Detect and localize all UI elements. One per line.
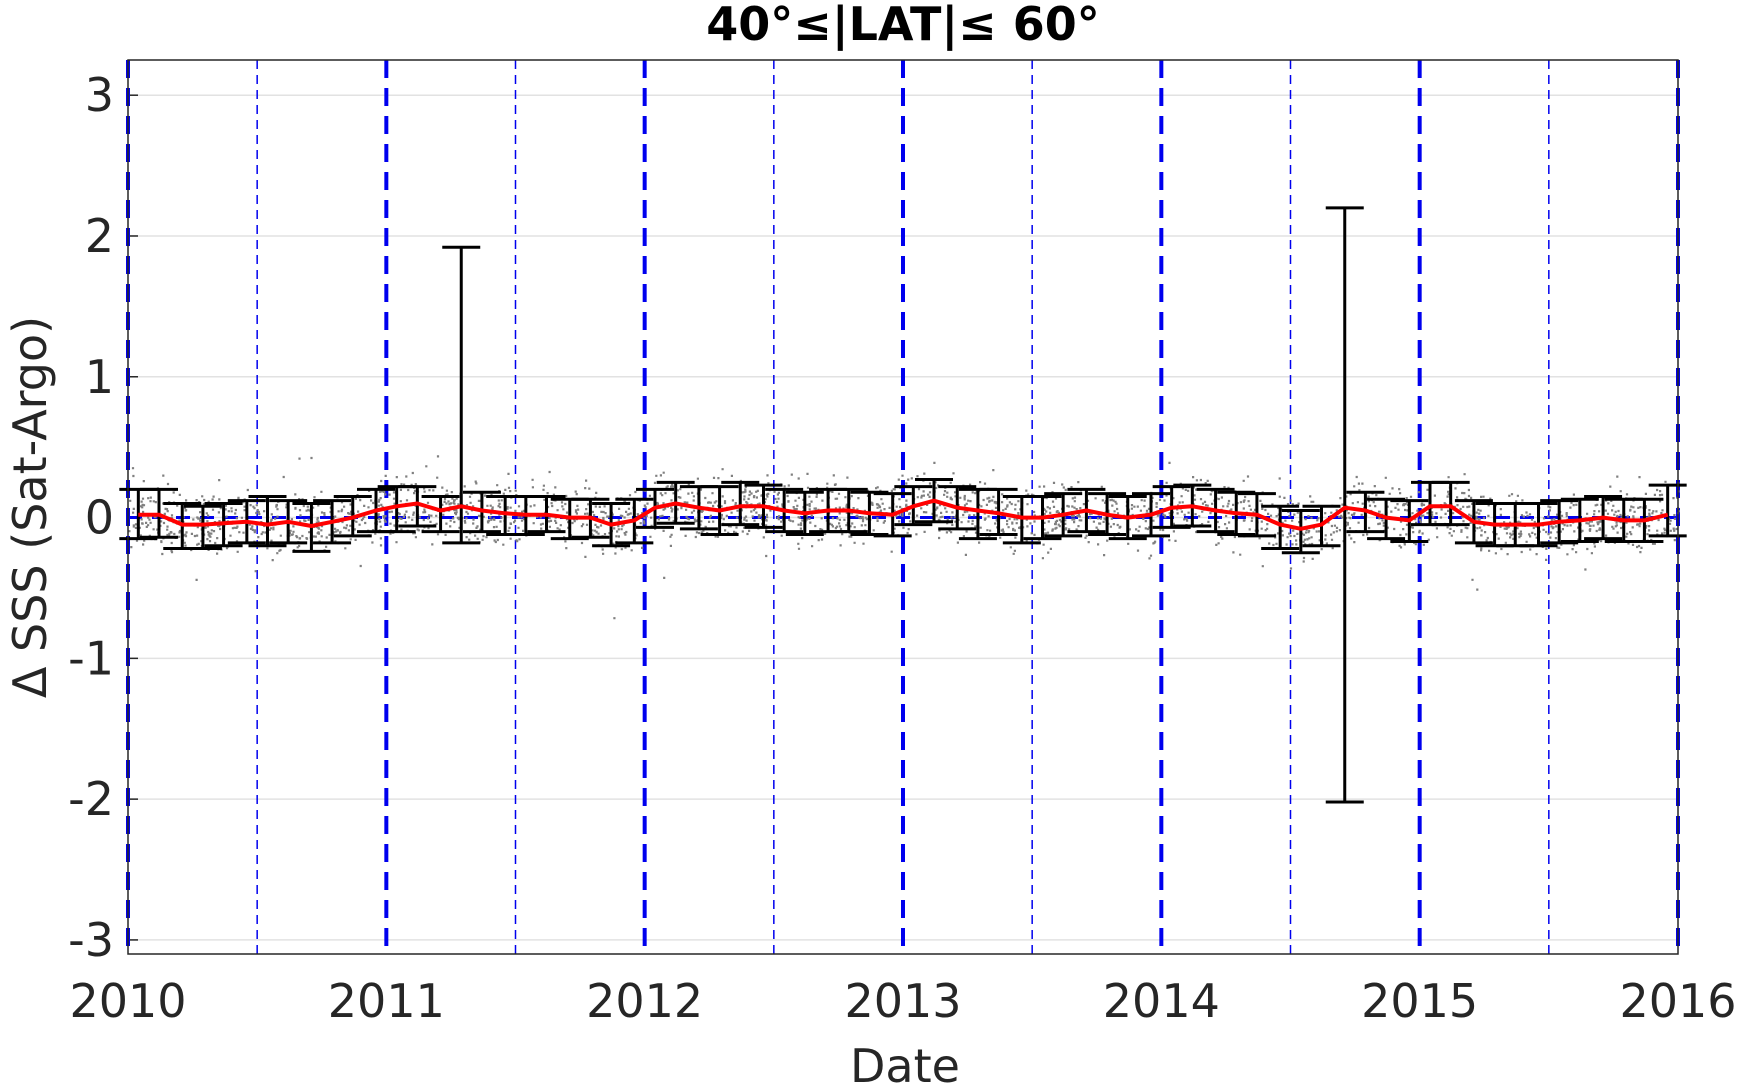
y-tick-label: -2 (68, 772, 114, 826)
y-tick-label: -1 (68, 631, 114, 685)
error-bar (248, 494, 287, 548)
y-tick-label: 0 (85, 491, 114, 545)
error-bar (1281, 509, 1320, 555)
x-tick-label: 2010 (69, 974, 186, 1028)
error-bar (1648, 483, 1687, 538)
y-tick-labels: -3 -2 -1 0 1 2 3 (68, 68, 114, 967)
y-tick-label: -3 (68, 913, 114, 967)
y-tick-label: 3 (85, 68, 114, 122)
median-line-group (138, 498, 1669, 531)
median-line (138, 498, 1669, 531)
x-tick-label: 2012 (586, 974, 703, 1028)
error-bar (1325, 206, 1364, 804)
error-bar (721, 480, 760, 527)
error-bar (421, 494, 460, 534)
x-tick-label: 2013 (844, 974, 961, 1028)
y-tick-label: 1 (85, 350, 114, 404)
x-tick-label: 2015 (1361, 974, 1478, 1028)
x-tick-label: 2016 (1619, 974, 1736, 1028)
chart-title: 40°≤|LAT|≤ 60° (706, 0, 1099, 52)
plot-frame (127, 59, 1679, 955)
error-bar (1431, 480, 1470, 527)
y-tick-label: 2 (85, 209, 114, 263)
x-tick-label: 2011 (328, 974, 445, 1028)
error-bar (1261, 504, 1300, 551)
error-bar (398, 485, 437, 528)
x-tick-labels: 2010 2011 2012 2013 2014 2015 2016 (69, 974, 1736, 1028)
error-bar (442, 245, 481, 545)
y-axis-title: Δ SSS (Sat-Argo) (3, 316, 57, 698)
error-bar (183, 504, 222, 551)
x-axis-title: Date (850, 1039, 960, 1087)
x-tick-label: 2014 (1103, 974, 1220, 1028)
